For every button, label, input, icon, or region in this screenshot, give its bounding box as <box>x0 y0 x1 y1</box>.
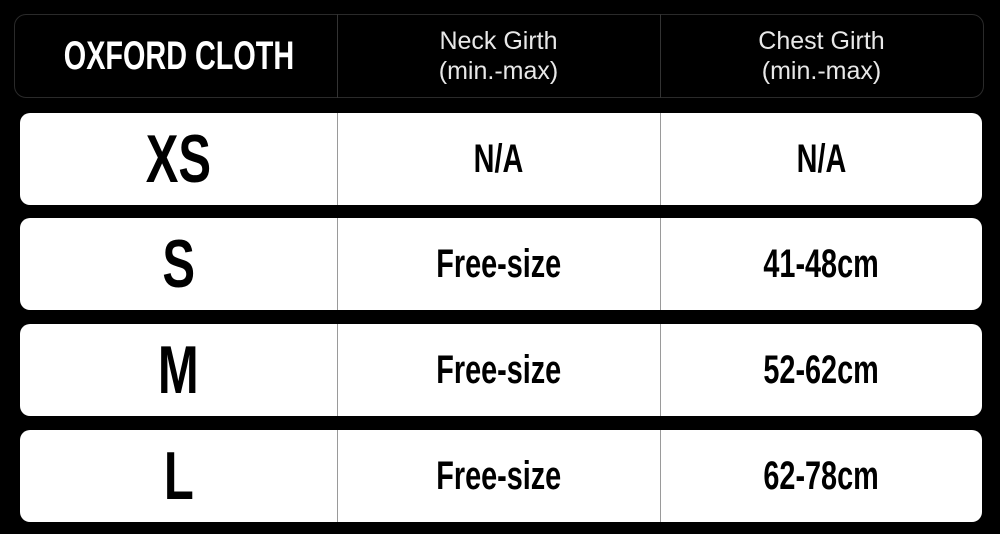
column-divider <box>660 113 661 205</box>
size-label: S <box>162 226 195 302</box>
column-divider <box>660 218 661 310</box>
neck-girth-value: Free-size <box>436 241 561 286</box>
table-row: M Free-size 52-62cm <box>20 324 982 416</box>
chest-girth-value: 62-78cm <box>763 453 879 498</box>
size-label: XS <box>145 121 212 197</box>
neck-girth-value: N/A <box>473 136 524 181</box>
header-title-cell: OXFORD CLOTH <box>20 14 337 98</box>
header-row <box>14 14 984 98</box>
header-chest-girth: Chest Girth (min.-max) <box>660 14 983 98</box>
neck-girth-label: Neck Girth <box>439 27 558 55</box>
table-row: L Free-size 62-78cm <box>20 430 982 522</box>
size-label: L <box>163 438 194 514</box>
header-divider <box>337 14 338 98</box>
column-divider <box>337 218 338 310</box>
column-divider <box>660 430 661 522</box>
chest-girth-label: Chest Girth <box>758 27 885 55</box>
chest-girth-unit: (min.-max) <box>761 57 882 85</box>
chest-girth-value: 41-48cm <box>763 241 879 286</box>
column-divider <box>337 324 338 416</box>
neck-girth-value: Free-size <box>436 453 561 498</box>
table-row: XS N/A N/A <box>20 113 982 205</box>
header-neck-girth: Neck Girth (min.-max) <box>337 14 660 98</box>
header-divider <box>660 14 661 98</box>
size-label: M <box>158 332 199 408</box>
neck-girth-value: Free-size <box>436 347 561 392</box>
column-divider <box>660 324 661 416</box>
chest-girth-value: N/A <box>796 136 846 181</box>
column-divider <box>337 430 338 522</box>
column-divider <box>337 113 338 205</box>
neck-girth-unit: (min.-max) <box>438 57 559 85</box>
table-row: S Free-size 41-48cm <box>20 218 982 310</box>
table-title: OXFORD CLOTH <box>63 33 294 78</box>
chest-girth-value: 52-62cm <box>763 347 879 392</box>
